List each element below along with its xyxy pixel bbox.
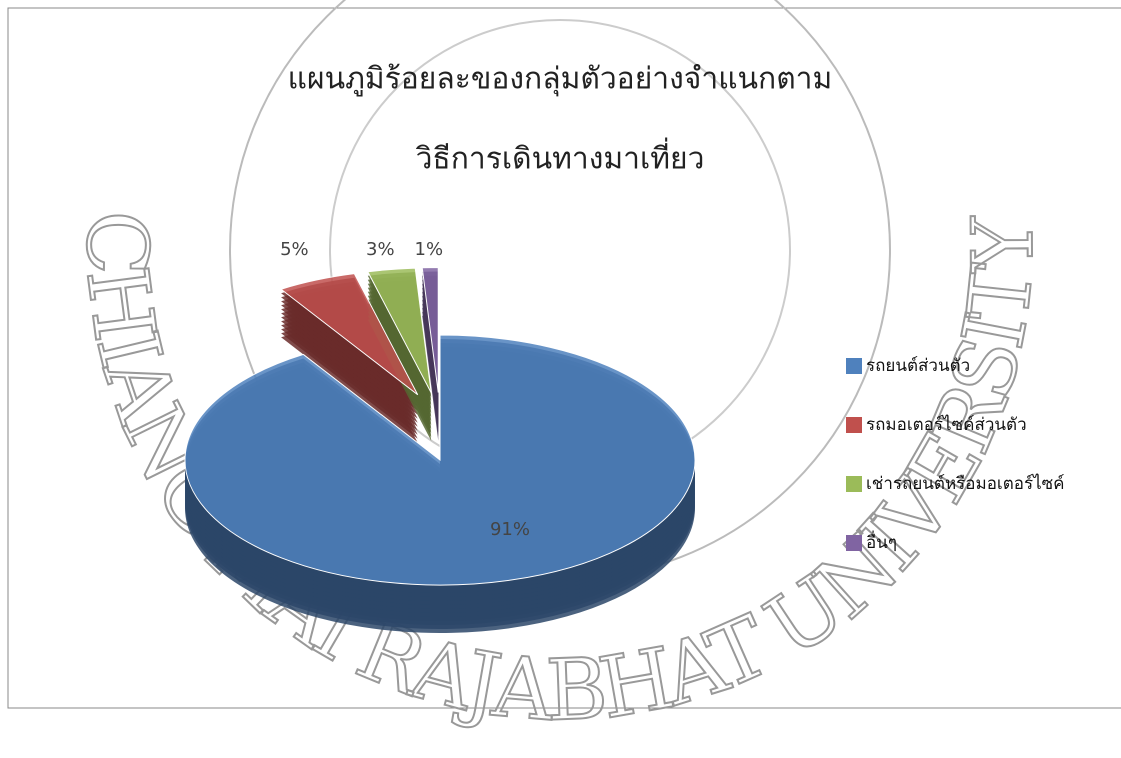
pie: 91% 5% 3% 1% <box>184 239 696 633</box>
legend-swatch <box>846 476 862 492</box>
legend: รถยนต์ส่วนตัวรถมอเตอร์ไซค์ส่วนตัวเช่ารถย… <box>846 356 1065 553</box>
data-label: 5% <box>280 239 309 260</box>
legend-swatch <box>846 535 862 551</box>
legend-label: รถยนต์ส่วนตัว <box>866 356 970 376</box>
data-label: 3% <box>366 239 395 260</box>
data-label: 1% <box>415 239 444 260</box>
slice <box>184 334 696 586</box>
slice <box>421 267 439 393</box>
slice <box>280 273 419 396</box>
data-label: 91% <box>490 519 530 540</box>
legend-swatch <box>846 358 862 374</box>
slice <box>367 267 432 394</box>
legend-label: อื่นๆ <box>866 530 897 553</box>
chart-title: แผนภูมิร้อยละของกลุ่มตัวอย่างจำแนกตาม <box>288 62 833 98</box>
legend-swatch <box>846 417 862 433</box>
legend-label: รถมอเตอร์ไซค์ส่วนตัว <box>866 414 1027 435</box>
chart-title: วิธีการเดินทางมาเที่ยว <box>415 138 704 177</box>
legend-label: เช่ารถยนต์หรือมอเตอร์ไซค์ <box>866 473 1065 494</box>
